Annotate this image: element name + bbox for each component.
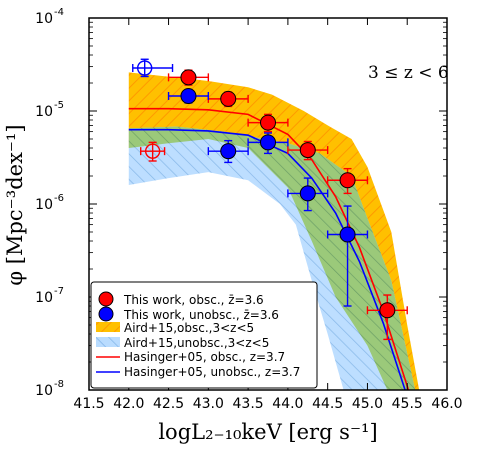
legend-marker-unobsc <box>98 306 114 322</box>
data-point-marker <box>220 143 237 160</box>
bands-layer <box>128 72 420 390</box>
data-point-marker <box>379 302 396 319</box>
y-tick-label: 10 <box>35 197 53 213</box>
y-axis-label: φ [Mpc⁻³dex⁻¹] <box>3 124 27 285</box>
legend-swatch-aird-unobsc <box>96 337 120 347</box>
data-points-layer <box>132 58 408 341</box>
y-tick-exponent: -7 <box>54 286 64 297</box>
x-tick-label: 44.5 <box>312 396 343 412</box>
legend-label-hasinger-unobsc: Hasinger+05, unobsc., z=3.7 <box>124 365 300 379</box>
legend-label-hasinger-obsc: Hasinger+05, obsc., z=3.7 <box>124 350 285 364</box>
legend-label-aird-obsc: Aird+15,obsc.,3<z<5 <box>124 321 254 335</box>
hasinger-model-line <box>128 128 406 390</box>
open-data-point-marker <box>136 60 153 76</box>
x-tick-label: 45.0 <box>352 396 383 412</box>
x-axis-label: logL₂₋₁₀keV [erg s⁻¹] <box>158 420 377 444</box>
y-tick-label: 10 <box>35 383 53 399</box>
legend: This work, obsc., z̄=3.6 This work, unob… <box>90 281 318 389</box>
x-tick-label: 45.5 <box>392 396 423 412</box>
legend-box <box>90 281 318 389</box>
legend-label-unobsc: This work, unobsc., z̄=3.6 <box>123 308 279 322</box>
x-tick-label: 43.0 <box>193 396 224 412</box>
y-tick-label: 10 <box>35 11 53 27</box>
data-point-marker <box>339 172 356 189</box>
data-point-marker <box>299 142 316 159</box>
y-tick-label: 10 <box>35 104 53 120</box>
data-point-marker <box>260 134 276 151</box>
legend-label-aird-unobsc: Aird+15,unobsc.,3<z<5 <box>124 336 269 350</box>
data-point-marker <box>220 90 237 107</box>
data-point-marker <box>180 87 197 104</box>
x-tick-label: 41.5 <box>73 396 104 412</box>
y-tick-exponent: -6 <box>54 193 64 204</box>
data-point-marker <box>299 185 316 202</box>
legend-marker-obsc <box>98 291 114 307</box>
redshift-annotation: 3 ≤ z < 6 <box>368 63 449 83</box>
data-point-marker <box>180 69 197 86</box>
legend-swatch-aird-obsc <box>96 322 120 332</box>
x-tick-label: 43.5 <box>233 396 264 412</box>
data-point-marker <box>339 226 356 243</box>
x-tick-label: 44.0 <box>272 396 303 412</box>
y-tick-label: 10 <box>35 290 53 306</box>
x-tick-label: 46.0 <box>431 396 462 412</box>
legend-label-obsc: This work, obsc., z̄=3.6 <box>123 293 264 307</box>
data-point-marker <box>260 114 276 131</box>
x-tick-label: 42.5 <box>153 396 184 412</box>
y-tick-exponent: -8 <box>54 379 64 390</box>
x-tick-label: 42.0 <box>113 396 144 412</box>
open-data-point-marker <box>144 143 161 159</box>
y-tick-exponent: -4 <box>54 7 64 18</box>
y-tick-exponent: -5 <box>54 100 64 111</box>
